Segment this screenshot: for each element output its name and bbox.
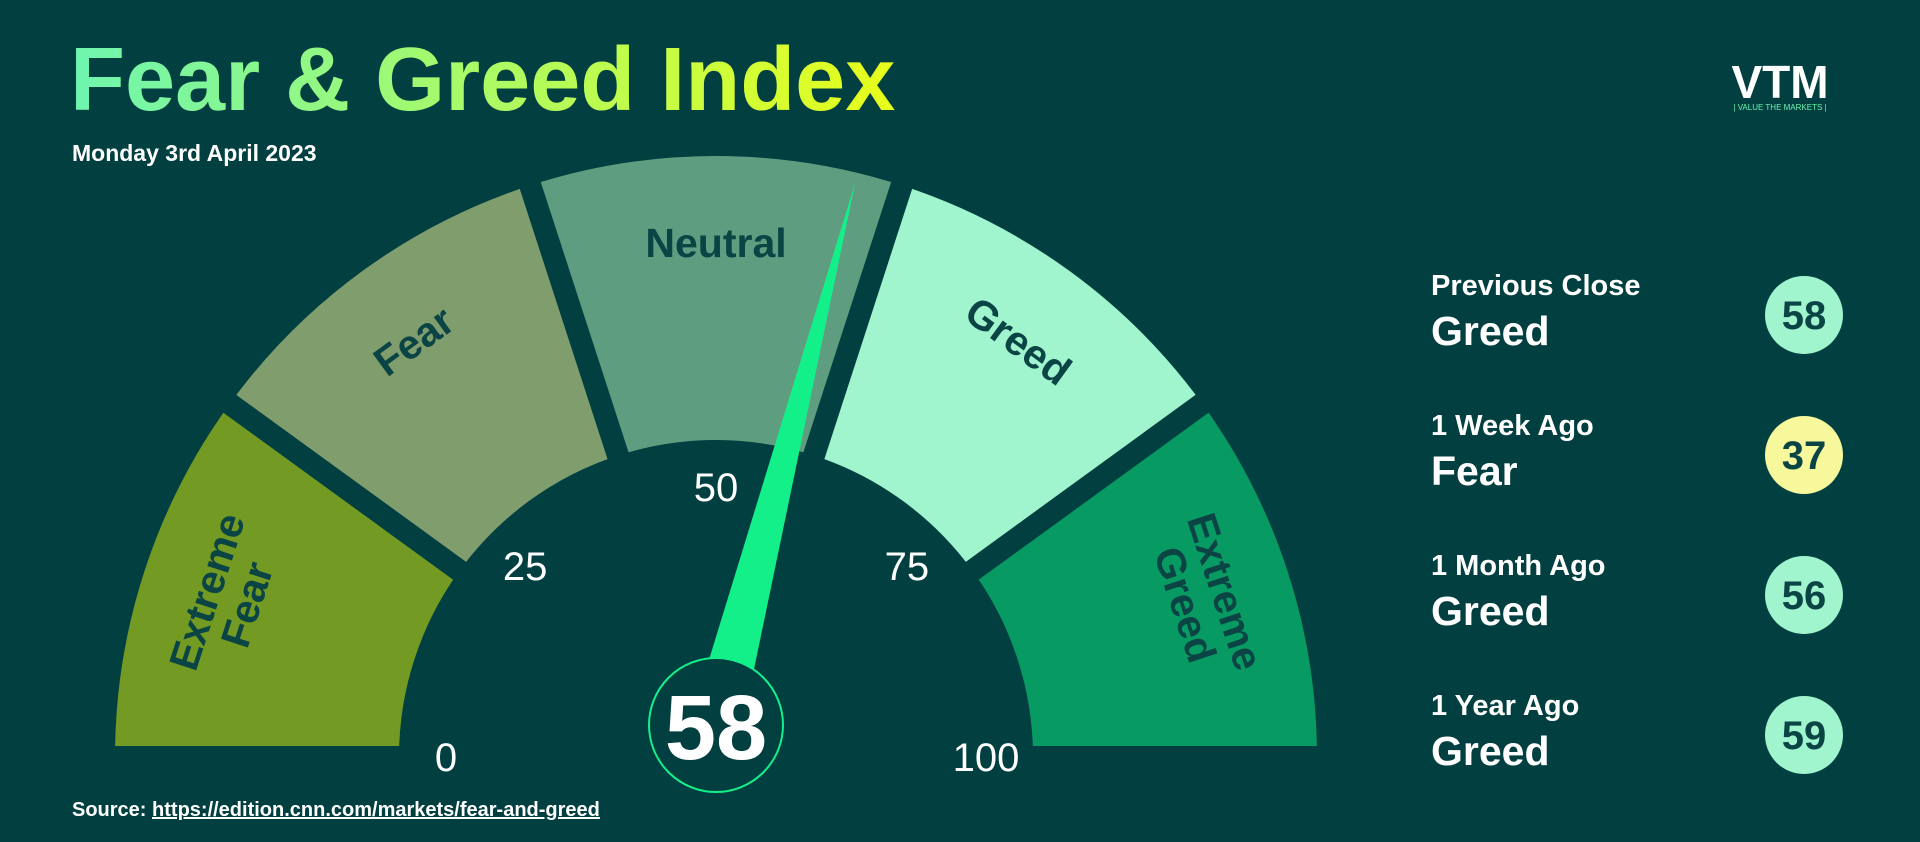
history: Previous Close Greed 58 1 Week Ago Fear 37 1 M…: [1431, 270, 1843, 774]
history-period: Previous Close: [1431, 270, 1641, 302]
gauge-segment: [948, 381, 1340, 768]
source: Source: https://edition.cnn.com/markets/…: [72, 799, 600, 821]
history-rating: Greed: [1431, 588, 1550, 634]
tick-label: 75: [885, 545, 930, 589]
history-rating: Greed: [1431, 728, 1550, 774]
history-rating: Fear: [1431, 448, 1518, 494]
segment-label: Neutral: [645, 220, 786, 266]
needle: [702, 182, 856, 693]
value-label: 58: [665, 677, 767, 779]
history-period: 1 Week Ago: [1431, 410, 1594, 442]
source-url[interactable]: https://edition.cnn.com/markets/fear-and…: [152, 799, 600, 821]
gauge: ExtremeFearFearNeutralGreedExtremeGreed0…: [92, 134, 1340, 793]
history-value: 58: [1782, 294, 1827, 338]
value-circle: [648, 657, 784, 793]
segment-label: ExtremeGreed: [1138, 508, 1272, 689]
tick-label: 0: [435, 736, 457, 780]
history-badge: [1765, 276, 1843, 354]
history-badge: [1765, 556, 1843, 634]
history-badge: [1765, 696, 1843, 774]
logo-mark: VTM: [1731, 56, 1828, 108]
history-badge: [1765, 416, 1843, 494]
history-period: 1 Month Ago: [1431, 550, 1606, 582]
history-rating: Greed: [1431, 308, 1550, 354]
title: Fear & Greed Index: [70, 30, 895, 130]
history-value: 37: [1782, 434, 1827, 478]
source-label: Source:: [72, 799, 146, 821]
logo-tagline: | VALUE THE MARKETS |: [1733, 103, 1826, 112]
tick-label: 25: [503, 545, 548, 589]
history-value: 59: [1782, 714, 1827, 758]
subtitle: Monday 3rd April 2023: [72, 140, 317, 166]
history-value: 56: [1782, 574, 1827, 618]
history-period: 1 Year Ago: [1431, 690, 1579, 722]
tick-label: 100: [953, 736, 1020, 780]
tick-label: 50: [694, 466, 739, 510]
segment-label-line: Neutral: [645, 220, 786, 266]
